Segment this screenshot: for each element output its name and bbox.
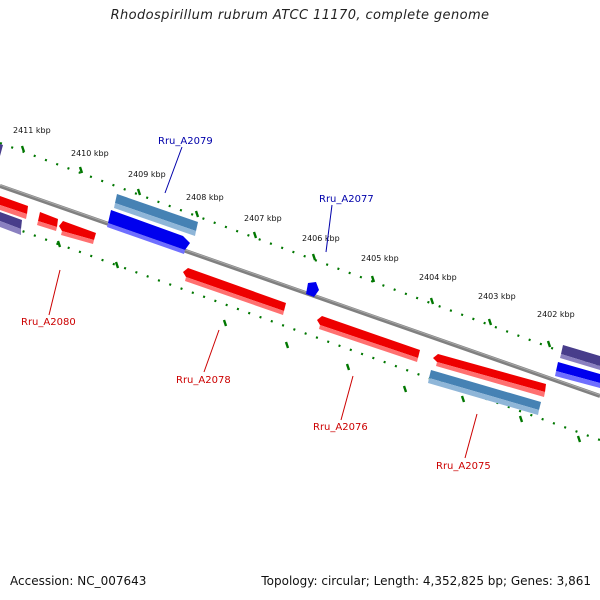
label-leaders xyxy=(48,146,478,459)
kbp-label: 2411 kbp xyxy=(13,126,51,135)
map-title: Rhodospirillum rubrum ATCC 11170, comple… xyxy=(110,8,490,23)
inner-tick-ring xyxy=(0,221,600,442)
gene-feature xyxy=(0,212,22,229)
gene-feature xyxy=(183,268,286,311)
gene-feature xyxy=(433,354,546,392)
topology-text: Topology: circular; Length: 4,352,825 bp… xyxy=(261,574,591,588)
inner-major-ticks xyxy=(56,240,582,443)
kbp-label: 2402 kbp xyxy=(537,310,575,319)
kbp-label: 2404 kbp xyxy=(419,273,457,282)
genome-backbone xyxy=(0,184,600,398)
kbp-label: 2407 kbp xyxy=(244,214,282,223)
major-ticks xyxy=(20,145,552,348)
gene-label-rru-a2075: Rru_A2075 xyxy=(436,461,491,472)
gene-feature xyxy=(556,362,600,383)
gene-feature xyxy=(0,144,3,156)
kbp-label: 2403 kbp xyxy=(478,292,516,301)
gene-label-rru-a2078: Rru_A2078 xyxy=(176,375,231,386)
gene-feature xyxy=(317,316,420,358)
kbp-label: 2406 kbp xyxy=(302,234,340,243)
gene-feature xyxy=(561,345,600,366)
kbp-label: 2410 kbp xyxy=(71,149,109,158)
accession-text: Accession: NC_007643 xyxy=(10,574,147,588)
gene-feature xyxy=(429,370,541,410)
gene-feature xyxy=(38,212,58,227)
gene-label-rru-a2077: Rru_A2077 xyxy=(319,194,374,205)
gene-feature xyxy=(0,196,28,214)
gene-feature xyxy=(108,210,190,250)
gene-feature xyxy=(115,194,198,231)
gene-label-rru-a2076: Rru_A2076 xyxy=(313,422,368,433)
gene-feature xyxy=(306,282,319,297)
kbp-label: 2409 kbp xyxy=(128,170,166,179)
gene-label-rru-a2079: Rru_A2079 xyxy=(158,136,213,147)
outer-tick-ring xyxy=(0,141,600,368)
gene-label-rru-a2080: Rru_A2080 xyxy=(21,317,76,328)
gene-features xyxy=(0,144,600,415)
kbp-label: 2408 kbp xyxy=(186,193,224,202)
gene-feature xyxy=(59,221,96,240)
kbp-label: 2405 kbp xyxy=(361,254,399,263)
